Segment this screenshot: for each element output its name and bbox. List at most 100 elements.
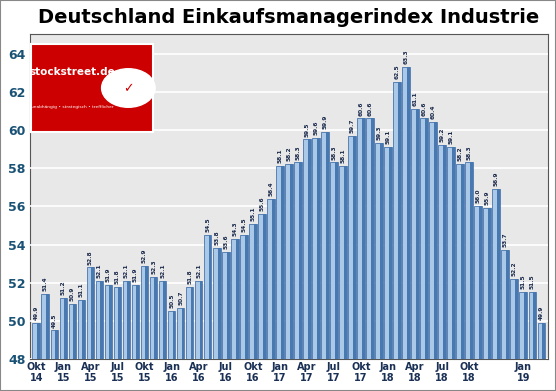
Bar [231,239,239,359]
Bar [357,118,365,359]
Bar [402,67,410,359]
Bar [290,164,292,359]
Text: 52.2: 52.2 [512,262,517,276]
Bar [204,235,211,359]
Bar [55,330,58,359]
Bar [195,281,202,359]
Bar [285,164,292,359]
Text: 59.1: 59.1 [449,130,454,144]
Bar [479,206,482,359]
Text: 60.4: 60.4 [431,105,436,119]
Bar [366,118,374,359]
Bar [465,162,473,359]
Bar [542,323,545,359]
Bar [272,199,275,359]
Bar [380,143,383,359]
Bar [294,162,302,359]
Text: 58.1: 58.1 [277,149,282,163]
Bar [474,206,482,359]
Text: 55.1: 55.1 [250,206,255,221]
Bar [529,292,536,359]
Text: 59.9: 59.9 [322,115,327,129]
Text: 50.5: 50.5 [169,294,174,308]
Text: 51.5: 51.5 [530,275,535,289]
Text: 53.6: 53.6 [223,235,228,249]
Bar [96,281,103,359]
Bar [411,109,419,359]
Text: 58.3: 58.3 [331,145,336,160]
Text: 51.4: 51.4 [43,277,48,291]
Text: 55.6: 55.6 [259,196,264,211]
Bar [384,147,392,359]
Bar [393,82,401,359]
Text: 59.7: 59.7 [350,118,355,133]
Bar [299,162,302,359]
Bar [136,285,140,359]
Text: 56.9: 56.9 [494,172,499,186]
Bar [37,323,40,359]
Text: 61.1: 61.1 [413,91,418,106]
Title: Deutschland Einkaufsmanagerindex Industrie: Deutschland Einkaufsmanagerindex Industr… [38,8,539,27]
Text: 52.9: 52.9 [142,248,147,263]
Bar [281,166,284,359]
Bar [398,82,401,359]
Bar [240,235,247,359]
Bar [538,323,545,359]
Text: 51.8: 51.8 [187,269,192,283]
Bar [110,285,112,359]
Bar [208,235,211,359]
Bar [461,164,464,359]
Bar [407,67,410,359]
Text: 50.9: 50.9 [70,287,75,301]
Text: 60.6: 60.6 [368,101,373,116]
Bar [227,252,230,359]
Text: 52.1: 52.1 [196,263,201,278]
Text: 52.1: 52.1 [160,263,165,278]
Text: 54.5: 54.5 [205,217,210,232]
Bar [448,147,455,359]
Bar [502,250,509,359]
Bar [127,281,130,359]
Text: 59.5: 59.5 [304,122,309,136]
Bar [249,224,256,359]
Bar [82,300,85,359]
Bar [443,145,446,359]
Text: 59.6: 59.6 [314,120,319,135]
Bar [113,287,121,359]
Bar [254,224,256,359]
Bar [308,140,311,359]
Bar [312,138,320,359]
Bar [371,118,374,359]
Bar [78,300,85,359]
Bar [168,311,176,359]
Bar [344,166,347,359]
Bar [303,140,311,359]
Bar [335,162,337,359]
Bar [438,145,446,359]
Text: 62.5: 62.5 [395,65,400,79]
Bar [429,122,437,359]
Bar [317,138,320,359]
Text: 63.3: 63.3 [404,49,409,64]
Text: 56.4: 56.4 [269,181,274,196]
Text: 55.9: 55.9 [485,191,490,205]
Text: 54.5: 54.5 [241,217,246,232]
Bar [330,162,337,359]
Text: 54.3: 54.3 [232,221,237,236]
Bar [362,118,365,359]
Bar [416,109,419,359]
Bar [181,308,185,359]
Text: 51.5: 51.5 [521,275,526,289]
Bar [42,294,49,359]
Bar [172,311,176,359]
Bar [177,308,185,359]
Bar [348,136,356,359]
Text: 51.9: 51.9 [133,267,138,282]
Bar [506,250,509,359]
Bar [87,267,95,359]
Bar [51,330,58,359]
Bar [497,189,500,359]
Text: 51.2: 51.2 [61,280,66,295]
Text: 60.6: 60.6 [421,101,426,116]
Bar [217,248,221,359]
